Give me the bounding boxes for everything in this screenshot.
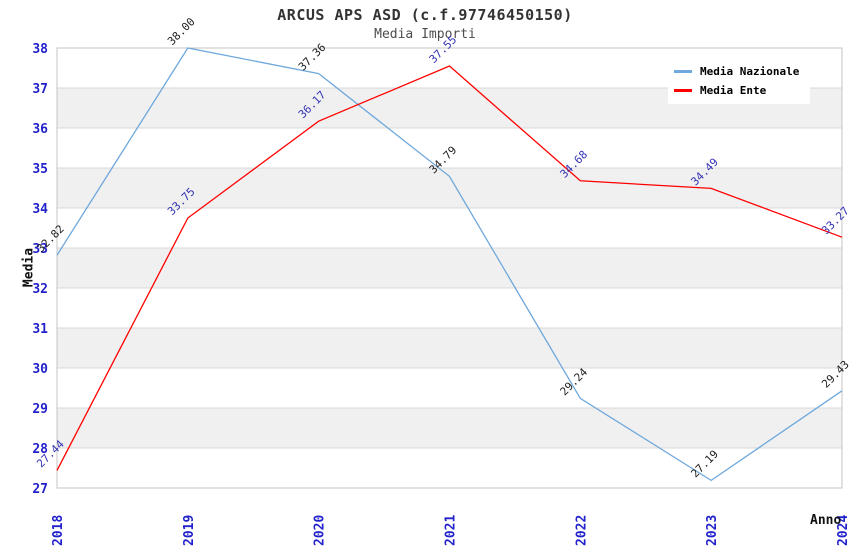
plot-band	[57, 288, 842, 328]
legend-item-media-ente: Media Ente	[674, 84, 810, 97]
plot-band	[57, 328, 842, 368]
x-axis-title: Anno	[810, 513, 842, 528]
plot-band	[57, 208, 842, 248]
plot-band	[57, 408, 842, 448]
x-tick-label: 2024	[836, 515, 850, 546]
y-tick-label: 32	[32, 282, 48, 297]
plot-band	[57, 248, 842, 288]
y-tick-label: 30	[32, 362, 48, 377]
plot-band	[57, 448, 842, 488]
y-tick-label: 36	[32, 122, 48, 137]
y-tick-label: 35	[32, 162, 48, 177]
x-tick-label: 2018	[51, 515, 66, 546]
legend-line-swatch-blue	[674, 69, 692, 73]
series-line-media-nazionale	[56, 47, 843, 482]
legend: Media Nazionale Media Ente	[668, 58, 810, 104]
y-tick-label: 29	[32, 402, 48, 417]
x-tick-label: 2020	[313, 515, 328, 546]
legend-line-swatch-red	[674, 89, 692, 93]
legend-label-media-ente: Media Ente	[700, 84, 767, 98]
x-tick-label: 2021	[444, 515, 459, 546]
y-tick-label: 31	[32, 322, 48, 337]
y-tick-label: 33	[32, 242, 48, 257]
chart-subtitle: Media Importi	[374, 27, 476, 42]
y-tick-label: 28	[32, 442, 48, 457]
y-tick-label: 38	[32, 42, 48, 57]
point-label: 38.00	[165, 15, 198, 48]
legend-item-media-nazionale: Media Nazionale	[674, 65, 810, 78]
y-tick-label: 34	[32, 202, 48, 217]
plot-band	[57, 368, 842, 408]
y-tick-label: 27	[32, 482, 48, 497]
y-axis-title: Media	[21, 247, 37, 288]
x-tick-label: 2019	[182, 515, 197, 546]
plot-band	[57, 128, 842, 168]
series-line-media-ente	[56, 65, 843, 471]
y-tick-label: 37	[32, 82, 48, 97]
legend-label-media-nazionale: Media Nazionale	[700, 64, 800, 78]
chart-title: ARCUS APS ASD (c.f.97746450150)	[277, 6, 573, 24]
plot-border	[56, 47, 843, 489]
x-tick-label: 2023	[705, 515, 720, 546]
x-tick-label: 2022	[574, 515, 589, 546]
